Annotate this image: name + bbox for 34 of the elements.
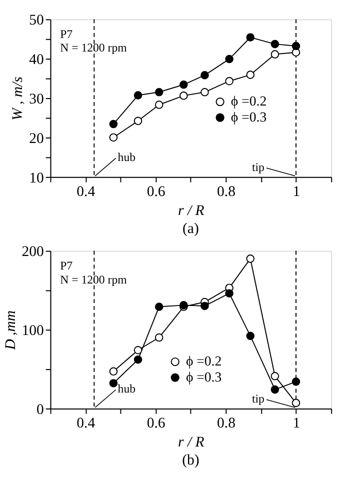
ref-line-label: tip bbox=[252, 160, 265, 174]
annotation: P7 bbox=[60, 258, 73, 273]
x-tick-label: 0.6 bbox=[146, 416, 166, 432]
y-axis-title: D ,mm bbox=[2, 310, 19, 351]
x-tick-label: 0.8 bbox=[217, 416, 236, 432]
ref-line-label: tip bbox=[252, 392, 265, 406]
x-tick-label: 0.6 bbox=[146, 184, 166, 200]
x-tick-label: 0.4 bbox=[76, 184, 96, 200]
y-tick-label: 30 bbox=[29, 91, 44, 108]
x-tick-label: 1 bbox=[292, 416, 300, 432]
text: (b) bbox=[182, 452, 200, 469]
x-tick-label: 0.4 bbox=[76, 416, 96, 432]
annotation: N = 1200 rpm bbox=[60, 40, 127, 55]
legend-label: ϕ =0.3 bbox=[186, 369, 222, 384]
y-tick-label: 100 bbox=[22, 323, 44, 340]
y-tick-label: 200 bbox=[22, 244, 44, 260]
x-tick-label: 0.8 bbox=[217, 184, 236, 200]
y-tick-label: 20 bbox=[29, 130, 44, 147]
y-axis-title: W , m/s bbox=[10, 76, 26, 120]
ref-line-label: hub bbox=[118, 382, 136, 396]
x-tick-label: 1 bbox=[292, 184, 300, 200]
x-axis-title: r / R bbox=[178, 434, 204, 450]
x-axis-title: r / R bbox=[178, 202, 204, 219]
annotation: P7 bbox=[60, 26, 73, 41]
annotation: N = 1200 rpm bbox=[60, 272, 127, 286]
legend-label: ϕ =0.3 bbox=[230, 110, 267, 125]
ref-line-label: hub bbox=[118, 150, 136, 164]
y-tick-label: 50 bbox=[29, 12, 44, 29]
text: (a) bbox=[182, 221, 199, 238]
y-tick-label: 0 bbox=[36, 402, 44, 418]
y-tick-label: 10 bbox=[29, 170, 44, 186]
legend-label: ϕ =0.2 bbox=[186, 354, 222, 369]
legend-label: ϕ =0.2 bbox=[230, 94, 267, 109]
y-tick-label: 40 bbox=[29, 52, 44, 68]
